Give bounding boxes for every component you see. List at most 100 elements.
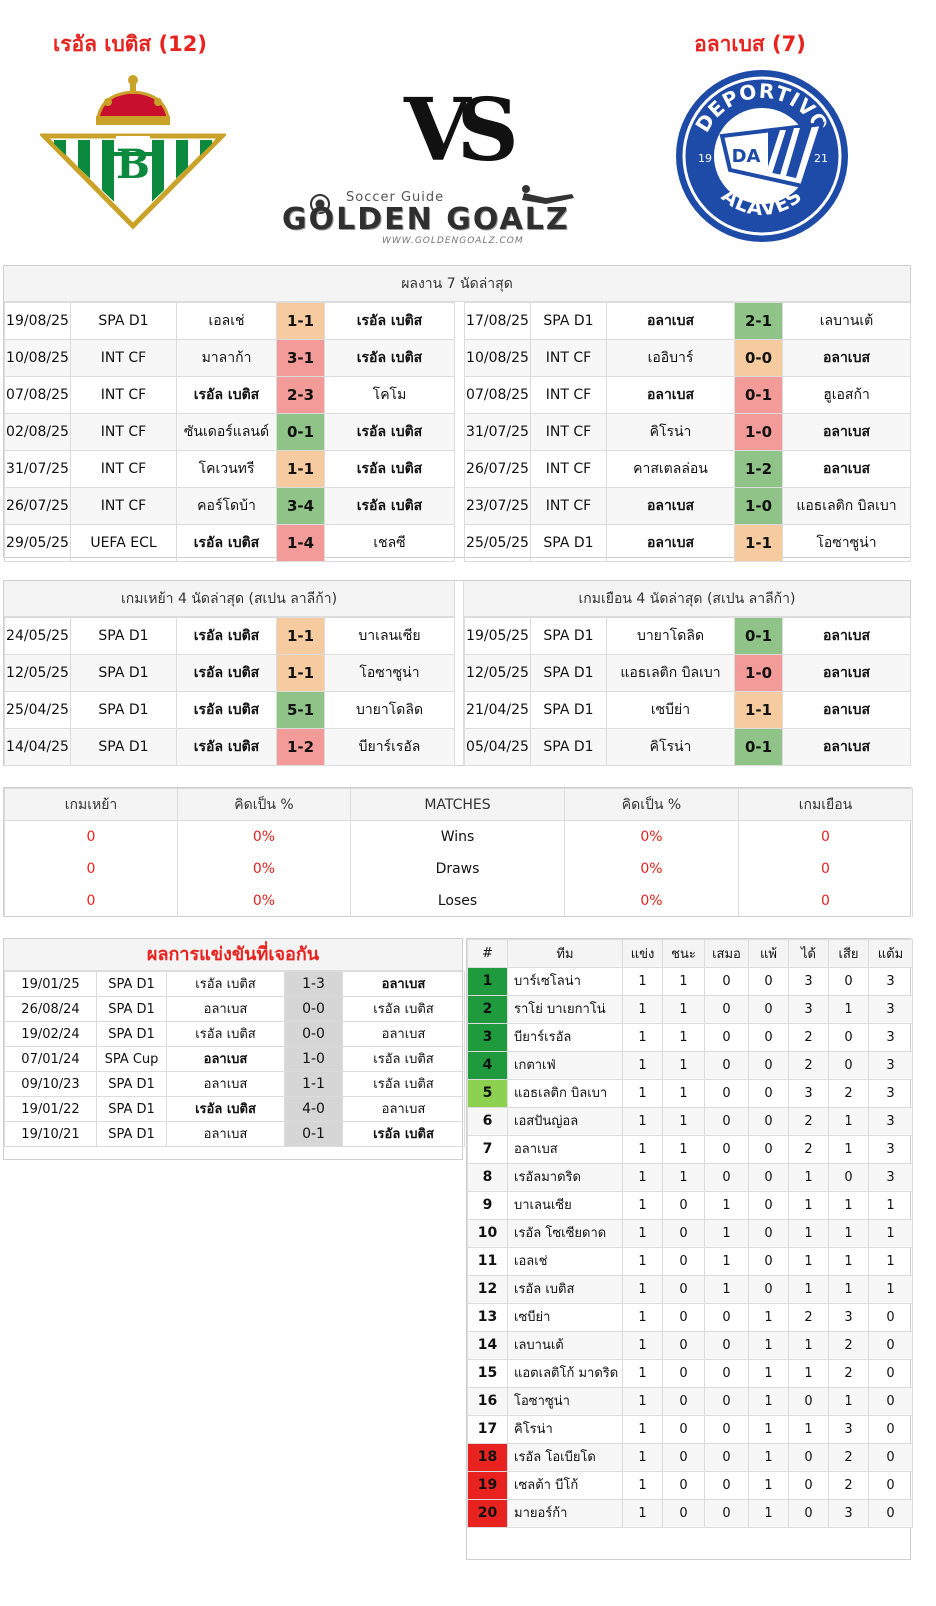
match-away-team: แอธเลติก บิลเบา xyxy=(782,487,911,525)
brand-subtitle: Soccer Guide xyxy=(346,190,445,205)
standings-drawn: 0 xyxy=(704,1163,749,1192)
league-last4-panel: เกมเหย้า 4 นัดล่าสุด (สเปน ลาลีก้า) 24/0… xyxy=(3,580,911,766)
stats-panel: เกมเหย้า คิดเป็น % MATCHES คิดเป็น % เกมเยือ… xyxy=(3,787,913,917)
stats-away-count: 0 xyxy=(738,820,913,853)
stats-home-count: 0 xyxy=(4,884,178,917)
stats-label: Wins xyxy=(350,820,565,853)
match-home-team: โคเวนทรี xyxy=(176,450,277,488)
standings-goals-for: 0 xyxy=(788,1499,829,1528)
standings-goals-for: 3 xyxy=(788,995,829,1024)
standings-team: เรอัลมาดริด xyxy=(507,1163,623,1192)
standings-won: 0 xyxy=(662,1499,705,1528)
standings-won: 1 xyxy=(662,1051,705,1080)
standings-played: 1 xyxy=(622,1079,663,1108)
match-competition: SPA D1 xyxy=(70,302,177,340)
match-competition: SPA D1 xyxy=(70,728,177,766)
match-score: 0-1 xyxy=(276,413,325,451)
standings-won: 0 xyxy=(662,1471,705,1500)
standings-goals-against: 1 xyxy=(828,1191,869,1220)
h2h-date: 19/01/22 xyxy=(4,1096,97,1122)
match-home-team: คิโรน่า xyxy=(606,413,735,451)
standings-goals-for: 1 xyxy=(788,1191,829,1220)
match-row: 07/08/25 INT CF เรอัล เบติส 2-3 โคโม xyxy=(4,376,455,414)
match-date: 07/08/25 xyxy=(4,376,71,414)
standings-row: 9 บาเลนเซีย 1 0 1 0 1 1 1 xyxy=(467,1191,913,1220)
home-recent-table: 19/08/25 SPA D1 เอลเช่ 1-1 เรอัล เบติส 10/08/… xyxy=(4,302,455,562)
match-score: 1-0 xyxy=(734,487,783,525)
standings-goals-against: 1 xyxy=(828,1107,869,1136)
standings-played: 1 xyxy=(622,1331,663,1360)
head-to-head-panel: ผลการแข่งขันที่เจอกัน 19/01/25 SPA D1 เรอั… xyxy=(3,938,465,1160)
match-row: 02/08/25 INT CF ซันเดอร์แลนด์ 0-1 เรอัล เบติ… xyxy=(4,413,455,451)
standings-header: แพ้ xyxy=(748,939,789,968)
standings-lost: 0 xyxy=(748,1079,789,1108)
standings-row: 10 เรอัล โซเซียดาด 1 0 1 0 1 1 1 xyxy=(467,1219,913,1248)
h2h-score: 0-0 xyxy=(284,996,343,1022)
match-home-team: อลาเบส xyxy=(606,302,735,340)
standings-rank: 6 xyxy=(467,1107,508,1136)
match-away-team: โคโม xyxy=(324,376,455,414)
standings-played: 1 xyxy=(622,1163,663,1192)
match-home-team: อลาเบส xyxy=(606,524,735,562)
match-row: 24/05/25 SPA D1 เรอัล เบติส 1-1 บาเลนเซีย xyxy=(4,617,455,655)
standings-goals-against: 1 xyxy=(828,1275,869,1304)
standings-team: เซลต้า บีโก้ xyxy=(507,1471,623,1500)
standings-header: # xyxy=(467,939,508,968)
h2h-score: 4-0 xyxy=(284,1096,343,1122)
alaves-crest-year-right: 21 xyxy=(814,152,828,165)
stats-home-percent: 0% xyxy=(177,852,351,885)
standings-rank: 2 xyxy=(467,995,508,1024)
stats-row: 0 0% Draws 0% 0 xyxy=(4,852,913,885)
match-row: 25/04/25 SPA D1 เรอัล เบติส 5-1 บายาโดลิด xyxy=(4,691,455,729)
match-away-team: อลาเบส xyxy=(782,617,911,655)
standings-played: 1 xyxy=(622,1107,663,1136)
standings-team: แอธเลติก บิลเบา xyxy=(507,1079,623,1108)
standings-drawn: 0 xyxy=(704,1471,749,1500)
match-away-team: อลาเบส xyxy=(782,450,911,488)
match-score: 2-3 xyxy=(276,376,325,414)
stats-header: คิดเป็น % xyxy=(564,788,739,821)
match-row: 31/07/25 INT CF โคเวนทรี 1-1 เรอัล เบติส xyxy=(4,450,455,488)
stats-header: เกมเหย้า xyxy=(4,788,178,821)
standings-played: 1 xyxy=(622,1471,663,1500)
standings-team: โอซาซูน่า xyxy=(507,1387,623,1416)
standings-lost: 0 xyxy=(748,995,789,1024)
standings-won: 1 xyxy=(662,967,705,996)
standings-row: 20 มายอร์ก้า 1 0 0 1 0 3 0 xyxy=(467,1499,913,1528)
standings-won: 1 xyxy=(662,1163,705,1192)
match-date: 23/07/25 xyxy=(464,487,531,525)
standings-goals-against: 0 xyxy=(828,1163,869,1192)
match-score: 1-0 xyxy=(734,413,783,451)
match-competition: SPA D1 xyxy=(530,691,607,729)
match-score: 1-1 xyxy=(276,654,325,692)
standings-drawn: 0 xyxy=(704,1079,749,1108)
standings-goals-against: 1 xyxy=(828,1135,869,1164)
h2h-date: 07/01/24 xyxy=(4,1046,97,1072)
standings-goals-against: 2 xyxy=(828,1471,869,1500)
standings-points: 0 xyxy=(868,1331,913,1360)
away-league-title: เกมเยือน 4 นัดล่าสุด (สเปน ลาลีก้า) xyxy=(464,581,910,617)
standings-team: บียาร์เรอัล xyxy=(507,1023,623,1052)
standings-points: 3 xyxy=(868,1079,913,1108)
h2h-row: 19/10/21 SPA D1 อลาเบส 0-1 เรอัล เบติส xyxy=(4,1121,465,1147)
standings-points: 3 xyxy=(868,967,913,996)
match-score: 0-1 xyxy=(734,376,783,414)
match-competition: INT CF xyxy=(530,487,607,525)
match-away-team: เรอัล เบติส xyxy=(324,450,455,488)
head-to-head-title: ผลการแข่งขันที่เจอกัน xyxy=(4,939,462,971)
match-away-team: เรอัล เบติส xyxy=(324,339,455,377)
match-row: 17/08/25 SPA D1 อลาเบส 2-1 เลบานเต้ xyxy=(464,302,911,340)
standings-lost: 0 xyxy=(748,1051,789,1080)
standings-points: 3 xyxy=(868,1163,913,1192)
match-score: 1-4 xyxy=(276,524,325,562)
standings-drawn: 0 xyxy=(704,967,749,996)
standings-points: 3 xyxy=(868,1051,913,1080)
match-away-team: อลาเบส xyxy=(782,413,911,451)
standings-header: เสมอ xyxy=(704,939,749,968)
standings-goals-against: 2 xyxy=(828,1331,869,1360)
standings-team: บาเลนเซีย xyxy=(507,1191,623,1220)
h2h-row: 26/08/24 SPA D1 อลาเบส 0-0 เรอัล เบติส xyxy=(4,996,465,1022)
standings-drawn: 0 xyxy=(704,1359,749,1388)
home-team-title: เรอัล เบติส (12) xyxy=(53,32,207,56)
standings-drawn: 0 xyxy=(704,1051,749,1080)
